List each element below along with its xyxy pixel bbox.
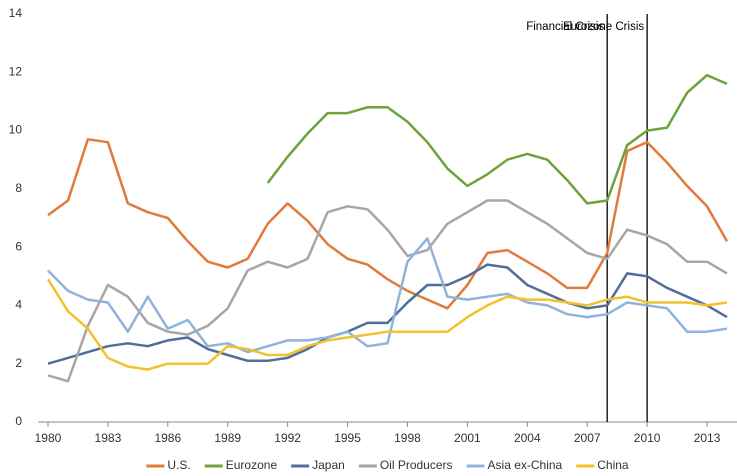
x-tick-label: 2007 <box>574 431 601 445</box>
legend: U.S. Eurozone Japan Oil Producers Asia ex-Ch… <box>146 458 629 472</box>
x-tick-label: 1986 <box>154 431 181 445</box>
x-tick-label: 1995 <box>334 431 361 445</box>
series-line <box>47 138 729 310</box>
y-tick-label: 6 <box>15 239 22 253</box>
y-tick-label: 4 <box>15 298 22 312</box>
y-tick-label: 10 <box>9 123 23 137</box>
y-tick-label: 14 <box>9 6 23 20</box>
y-tick-label: 12 <box>9 64 23 78</box>
series-line <box>47 199 728 383</box>
x-tick-label: 1998 <box>394 431 421 445</box>
x-tick-label: 1989 <box>214 431 241 445</box>
series-line <box>47 263 728 365</box>
y-tick-label: 2 <box>15 356 22 370</box>
x-tick-label: 1980 <box>35 431 62 445</box>
x-tick-label: 2013 <box>694 431 721 445</box>
x-tick-label: 2001 <box>454 431 481 445</box>
annotation: Financial Crisis <box>526 21 604 33</box>
x-tick-label: 1992 <box>274 431 301 445</box>
x-tick-label: 2010 <box>634 431 661 445</box>
x-tick-label: 2004 <box>514 431 541 445</box>
annotation: Eurozone Crisis <box>563 21 644 33</box>
series-line <box>47 237 728 354</box>
legend-label: China <box>597 458 629 472</box>
y-tick-label: 8 <box>15 181 22 195</box>
legend-label: Asia ex-China <box>488 458 563 472</box>
legend-label: Oil Producers <box>380 458 453 472</box>
legend-label: U.S. <box>167 458 190 472</box>
legend-label: Japan <box>312 458 345 472</box>
x-tick-label: 1983 <box>95 431 122 445</box>
y-tick-label: 0 <box>15 414 22 428</box>
series-line <box>46 278 728 371</box>
series-line <box>266 73 728 205</box>
legend-label: Eurozone <box>226 458 278 472</box>
